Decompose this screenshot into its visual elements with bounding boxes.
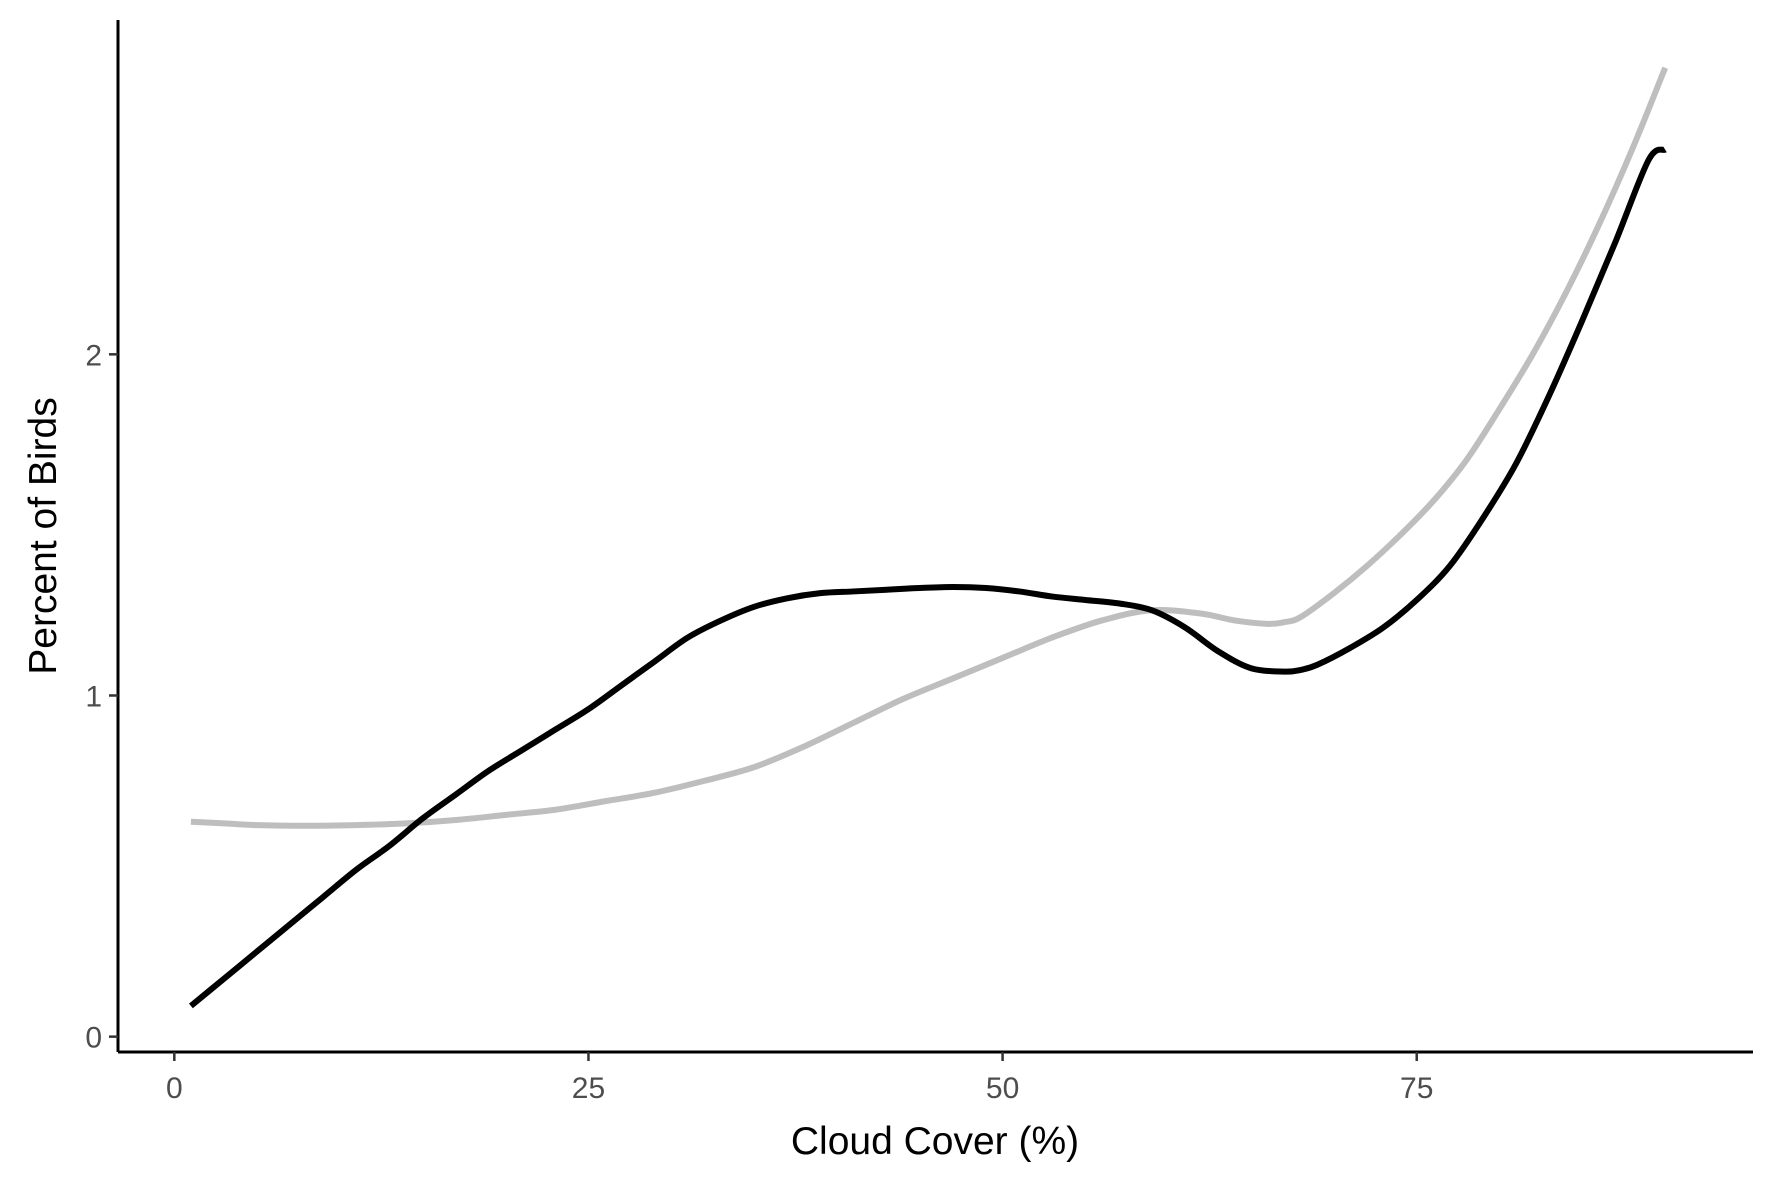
x-axis-title: Cloud Cover (%) xyxy=(791,1120,1079,1163)
y-tick-label: 2 xyxy=(85,339,102,372)
x-tick-label: 50 xyxy=(986,1072,1019,1105)
series-layer xyxy=(188,66,1668,1009)
y-tick-label: 1 xyxy=(85,680,102,713)
series-line-1 xyxy=(190,66,1668,829)
series-line-2 xyxy=(188,146,1667,1009)
y-tick-label: 0 xyxy=(85,1022,102,1055)
x-tick-label: 0 xyxy=(166,1072,183,1105)
y-axis-title: Percent of Birds xyxy=(22,397,65,674)
x-axis-ticks: 0 25 50 75 xyxy=(166,1052,1433,1105)
y-axis-ticks: 0 1 2 xyxy=(85,339,118,1055)
x-tick-label: 75 xyxy=(1400,1072,1433,1105)
x-tick-label: 25 xyxy=(572,1072,605,1105)
